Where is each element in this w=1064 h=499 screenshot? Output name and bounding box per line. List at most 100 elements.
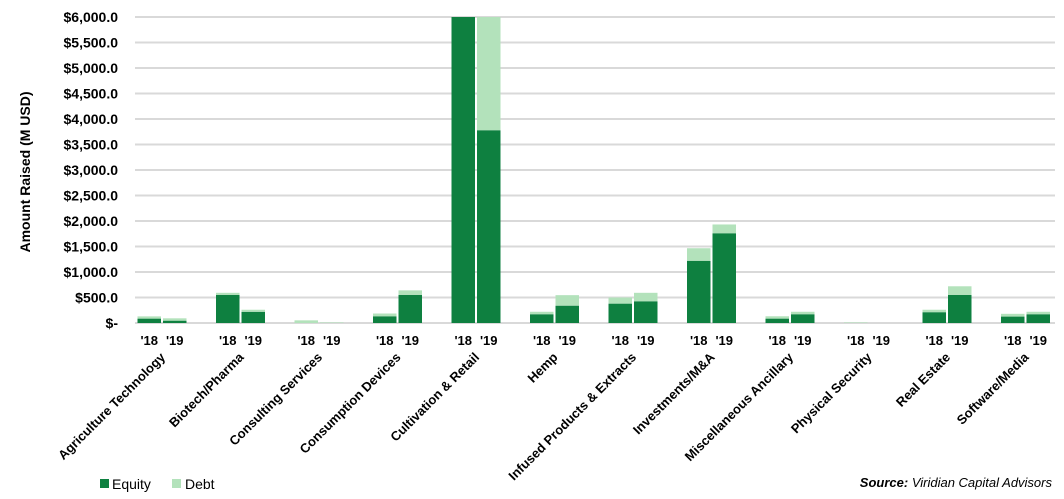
x-year-label: '18 [768,333,786,348]
x-year-label: '18 [140,333,158,348]
bar-debt-2018 [373,313,397,317]
legend-swatch-debt [172,479,181,488]
x-year-label: '19 [951,333,969,348]
bar-debt-2019 [712,224,736,234]
bar-equity-2018 [687,260,711,323]
x-year-label: '18 [925,333,943,348]
bar-equity-2018 [451,17,475,323]
y-tick-label: $3,000.0 [64,162,119,178]
x-category-label: Physical Security [788,349,875,436]
x-category-label: Software/Media [954,349,1033,428]
bar-debt-2018 [844,322,868,323]
bar-equity-2019 [163,320,187,323]
bar-debt-2019 [791,311,815,315]
y-tick-label: $2,500.0 [64,188,119,204]
legend-swatch-equity [100,479,109,488]
x-category-label: Real Estate [893,350,953,410]
source-note: Source: Viridian Capital Advisors [860,475,1053,490]
bar-debt-2018 [294,320,318,323]
x-category-label: Infused Products & Extracts [505,350,639,484]
x-year-label: '18 [611,333,629,348]
bar-debt-2019 [477,17,501,131]
bar-debt-2019 [163,318,187,321]
bar-equity-2019 [398,294,422,323]
legend-label-equity: Equity [112,476,151,492]
bar-debt-2018 [687,248,711,261]
x-year-label: '18 [454,333,472,348]
source-text: Viridian Capital Advisors [908,475,1052,490]
x-year-label: '18 [847,333,865,348]
bar-equity-2019 [555,305,579,323]
x-year-label: '19 [794,333,812,348]
bar-debt-2018 [530,311,554,315]
bar-debt-2019 [634,292,658,302]
y-tick-label: $3,500.0 [64,137,119,153]
x-year-label: '19 [715,333,733,348]
x-year-label: '19 [166,333,184,348]
y-axis-title: Amount Raised (M USD) [17,92,33,253]
x-year-label: '19 [323,333,341,348]
x-category-label: Agriculture Technology [55,349,169,463]
bar-equity-2018 [373,316,397,323]
bar-debt-2018 [137,316,161,319]
bar-equity-2018 [530,314,554,323]
x-year-label: '18 [297,333,315,348]
bars [137,17,1050,323]
y-tick-label: $1,000.0 [64,264,119,280]
x-category-label: Hemp [524,349,560,385]
bar-debt-2018 [1001,313,1025,317]
bar-debt-2019 [398,290,422,295]
bar-debt-2019 [241,309,265,312]
y-tick-label: $- [106,315,119,331]
y-tick-label: $500.0 [75,290,118,306]
x-year-label: '19 [1029,333,1047,348]
x-category-label: Biotech/Pharma [166,349,247,430]
x-category-label: Cultivation & Retail [387,350,482,445]
bar-debt-2019 [555,295,579,306]
x-year-label: '18 [219,333,237,348]
bar-equity-2018 [922,312,946,323]
x-year-label: '19 [872,333,890,348]
y-tick-label: $4,500.0 [64,86,119,102]
x-year-label: '18 [690,333,708,348]
bar-debt-2019 [320,322,344,323]
legend: Equity Debt [100,476,215,492]
bar-equity-2019 [948,294,972,323]
y-tick-label: $1,500.0 [64,239,119,255]
x-category-label: Investments/M&A [630,349,718,437]
bar-debt-2018 [216,292,240,295]
bar-debt-2019 [1026,311,1050,315]
x-year-label: '18 [533,333,551,348]
x-year-label: '18 [1004,333,1022,348]
y-tick-label: $5,500.0 [64,35,119,51]
bar-equity-2019 [791,314,815,323]
bar-debt-2019 [948,286,972,295]
bar-equity-2018 [765,318,789,323]
x-year-label: '19 [401,333,419,348]
bar-equity-2019 [712,233,736,323]
x-year-label: '19 [558,333,576,348]
x-year-label: '18 [376,333,394,348]
x-year-label: '19 [637,333,655,348]
bar-equity-2018 [137,318,161,323]
bar-equity-2018 [608,303,632,323]
y-tick-label: $2,000.0 [64,213,119,229]
bar-debt-2018 [765,316,789,319]
bar-equity-2019 [241,311,265,323]
legend-label-debt: Debt [185,476,215,492]
y-tick-label: $6,000.0 [64,9,119,25]
y-tick-label: $5,000.0 [64,60,119,76]
x-year-label: '19 [480,333,498,348]
source-label: Source: [860,475,908,490]
bar-equity-2019 [477,130,501,323]
y-axis-ticks: $- $500.0 $1,000.0 $1,500.0 $2,000.0 $2,500.0… [64,9,119,331]
bar-equity-2019 [634,301,658,323]
y-tick-label: $4,000.0 [64,111,119,127]
bar-debt-2018 [608,297,632,304]
bar-equity-2018 [1001,316,1025,323]
bar-equity-2018 [216,294,240,323]
bar-debt-2018 [922,309,946,313]
x-year-label: '19 [244,333,262,348]
